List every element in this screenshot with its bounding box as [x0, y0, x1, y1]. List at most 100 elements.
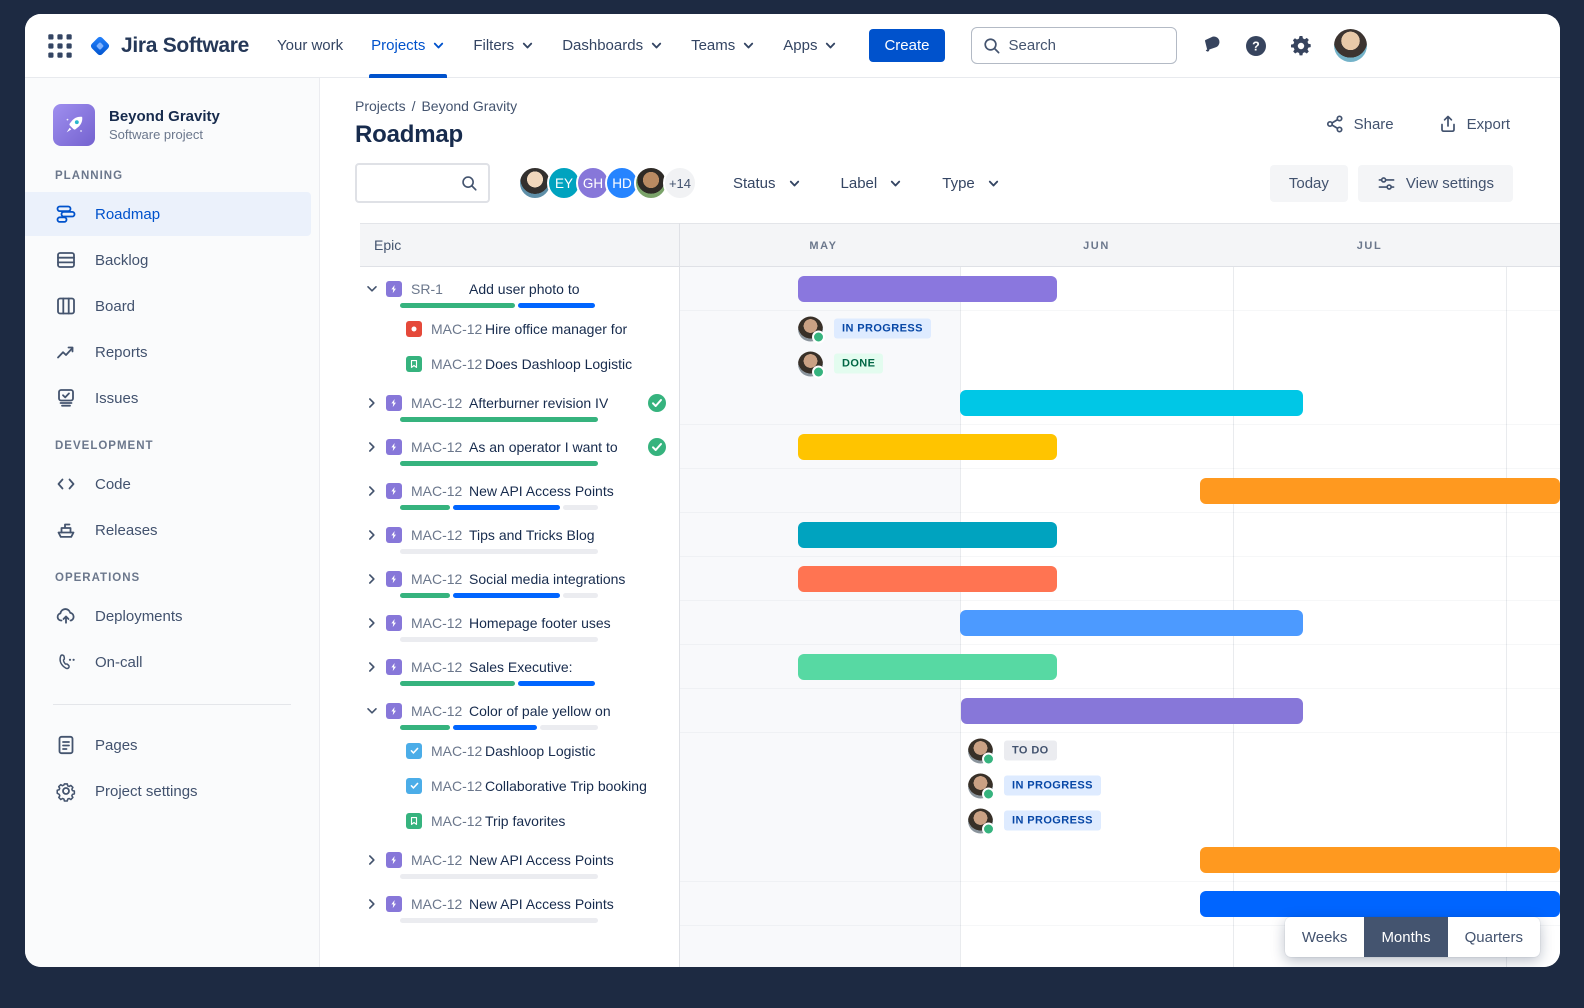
search-icon — [460, 174, 478, 192]
gantt-bar[interactable] — [960, 389, 1303, 416]
assignee-avatar[interactable] — [798, 351, 825, 378]
status-badge[interactable]: TO DO — [1004, 740, 1057, 761]
settings-gear-icon[interactable] — [1289, 34, 1313, 58]
chevron-right-icon[interactable] — [364, 852, 380, 868]
chevron-right-icon[interactable] — [364, 896, 380, 912]
view-settings-button[interactable]: View settings — [1357, 164, 1513, 202]
notifications-bell-icon[interactable] — [1199, 34, 1223, 58]
epic-row[interactable]: MAC-12 Sales Executive: — [360, 645, 679, 689]
chevron-down-icon[interactable] — [364, 703, 380, 719]
nav-utility-icons: ? — [1199, 29, 1367, 62]
breadcrumb-project-name[interactable]: Beyond Gravity — [421, 98, 518, 114]
epic-rows: SR-1 Add user photo to MAC-12 Hire office m… — [360, 267, 679, 967]
gantt-bar[interactable] — [798, 565, 1057, 592]
gantt-bar[interactable] — [798, 653, 1057, 680]
epic-row[interactable]: MAC-12 As an operator I want to — [360, 425, 679, 469]
avatar-ey[interactable]: EY — [547, 166, 581, 200]
jira-logo[interactable]: Jira Software — [87, 33, 249, 59]
chevron-right-icon[interactable] — [364, 527, 380, 543]
child-issue-row[interactable]: MAC-12 Dashloop Logistic — [360, 733, 679, 768]
share-button[interactable]: Share — [1325, 114, 1394, 134]
nav-item-your-work[interactable]: Your work — [263, 14, 357, 78]
zoom-option-quarters[interactable]: Quarters — [1464, 928, 1523, 946]
epic-row[interactable]: SR-1 Add user photo to — [360, 267, 679, 311]
nav-item-filters[interactable]: Filters — [459, 14, 548, 78]
chevron-right-icon[interactable] — [364, 615, 380, 631]
page-header: Projects / Beyond Gravity Roadmap Share — [320, 78, 1560, 149]
roadmap-search-input[interactable] — [367, 175, 460, 191]
sidebar-item-on-call[interactable]: On-call — [25, 640, 311, 684]
filter-type[interactable]: Type — [942, 175, 1000, 192]
epic-row[interactable]: MAC-12 Social media integrations — [360, 557, 679, 601]
sidebar-item-pages[interactable]: Pages — [25, 723, 311, 767]
zoom-option-months[interactable]: Months — [1364, 917, 1448, 957]
sidebar-item-board[interactable]: Board — [25, 284, 311, 328]
epic-row[interactable]: MAC-12 Homepage footer uses — [360, 601, 679, 645]
sidebar-item-project-settings[interactable]: Project settings — [25, 769, 311, 813]
issue-key: MAC-12 — [411, 896, 463, 912]
sidebar-item-backlog[interactable]: Backlog — [25, 238, 311, 282]
child-issue-row[interactable]: MAC-12 Hire office manager for — [360, 311, 679, 346]
epic-row[interactable]: MAC-12 New API Access Points — [360, 838, 679, 882]
epic-row[interactable]: MAC-12 Afterburner revision IV — [360, 381, 679, 425]
global-search-input[interactable] — [1008, 37, 1166, 54]
sidebar-item-reports[interactable]: Reports — [25, 330, 311, 374]
roadmap-search[interactable] — [355, 163, 490, 203]
status-badge[interactable]: IN PROGRESS — [834, 318, 931, 339]
chevron-right-icon[interactable] — [364, 483, 380, 499]
gantt-bar[interactable] — [1200, 846, 1560, 873]
gantt-bar[interactable] — [1200, 890, 1560, 917]
sidebar-item-roadmap[interactable]: Roadmap — [25, 192, 311, 236]
today-button[interactable]: Today — [1269, 164, 1348, 202]
assignee-avatar[interactable] — [968, 738, 995, 765]
chevron-right-icon[interactable] — [364, 439, 380, 455]
app-switcher-icon[interactable] — [47, 33, 73, 59]
nav-item-apps[interactable]: Apps — [769, 14, 851, 78]
user-avatar[interactable] — [1333, 29, 1367, 62]
sidebar-item-code[interactable]: Code — [25, 462, 311, 506]
gantt-bar[interactable] — [960, 609, 1303, 636]
assignee-avatar[interactable] — [968, 808, 995, 835]
epic-row[interactable]: MAC-12 New API Access Points — [360, 469, 679, 513]
gantt-bar[interactable] — [798, 275, 1057, 302]
chevron-down-icon — [432, 39, 445, 52]
gantt-bar[interactable] — [798, 521, 1057, 548]
gantt-bar[interactable] — [1200, 477, 1560, 504]
child-issue-row[interactable]: MAC-12 Collaborative Trip booking — [360, 768, 679, 803]
sidebar-item-releases[interactable]: Releases — [25, 508, 311, 552]
epic-row[interactable]: MAC-12 Tips and Tricks Blog — [360, 513, 679, 557]
child-issue-row[interactable]: MAC-12 Trip favorites — [360, 803, 679, 838]
chevron-down-icon[interactable] — [364, 281, 380, 297]
export-button[interactable]: Export — [1438, 114, 1510, 134]
nav-item-dashboards[interactable]: Dashboards — [548, 14, 677, 78]
assignee-avatar[interactable] — [798, 316, 825, 343]
avatar-overflow-count[interactable]: +14 — [663, 166, 697, 200]
epic-row[interactable]: MAC-12 Color of pale yellow on — [360, 689, 679, 733]
nav-item-projects[interactable]: Projects — [357, 14, 459, 78]
gantt-bar[interactable] — [798, 433, 1057, 460]
chevron-right-icon[interactable] — [364, 571, 380, 587]
chevron-right-icon[interactable] — [364, 395, 380, 411]
child-issue-row[interactable]: MAC-12 Does Dashloop Logistic — [360, 346, 679, 381]
epic-type-icon — [386, 483, 402, 499]
nav-item-teams[interactable]: Teams — [677, 14, 769, 78]
epic-row[interactable]: MAC-12 New API Access Points — [360, 882, 679, 926]
chevron-right-icon[interactable] — [364, 659, 380, 675]
help-icon[interactable]: ? — [1244, 34, 1268, 58]
create-button[interactable]: Create — [869, 29, 945, 62]
assignee-avatar[interactable] — [968, 773, 995, 800]
zoom-option-weeks[interactable]: Weeks — [1301, 928, 1348, 946]
status-badge[interactable]: DONE — [834, 353, 884, 374]
breadcrumb-projects[interactable]: Projects — [355, 98, 406, 114]
issue-status-group: IN PROGRESS — [798, 316, 931, 343]
filter-label[interactable]: Label — [841, 175, 903, 192]
issue-summary: Hire office manager for — [485, 320, 628, 337]
sidebar-item-deployments[interactable]: Deployments — [25, 594, 311, 638]
status-badge[interactable]: IN PROGRESS — [1004, 775, 1101, 796]
global-search[interactable] — [970, 27, 1177, 64]
filter-status[interactable]: Status — [733, 175, 801, 192]
gantt-bar[interactable] — [961, 697, 1303, 724]
project-header[interactable]: Beyond Gravity Software project — [25, 104, 319, 146]
sidebar-item-issues[interactable]: Issues — [25, 376, 311, 420]
status-badge[interactable]: IN PROGRESS — [1004, 810, 1101, 831]
